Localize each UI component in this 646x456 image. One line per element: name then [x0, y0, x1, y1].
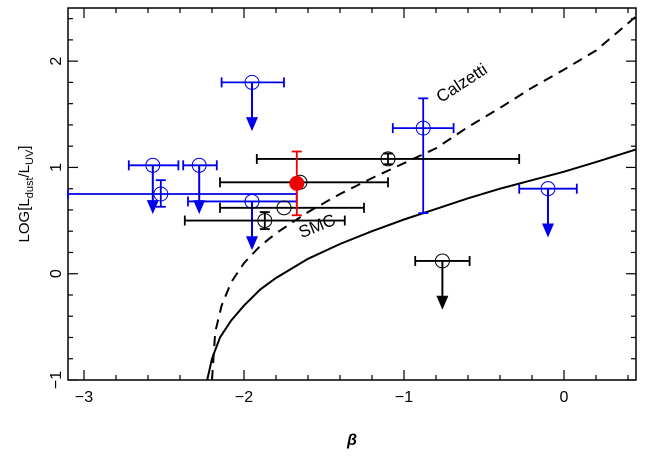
marker	[276, 200, 292, 216]
curve-annotations: Calzetti SMC	[296, 60, 491, 242]
marker	[257, 213, 273, 229]
arrow-head	[246, 236, 258, 251]
arrow-head	[146, 200, 159, 215]
data-point	[183, 211, 346, 230]
marker	[145, 157, 161, 173]
curve-label: Calzetti	[433, 60, 491, 107]
arrow-head	[193, 200, 206, 215]
curve-smc	[206, 148, 637, 381]
data-point	[414, 253, 471, 310]
data-point	[220, 74, 285, 132]
arrow-head	[542, 223, 554, 238]
marker	[191, 157, 207, 173]
x-tick-label: −2	[235, 389, 253, 406]
marker	[415, 120, 431, 136]
y-tick-label: 0	[48, 269, 65, 278]
y-tick-label: 2	[48, 57, 65, 66]
data-point	[127, 157, 180, 215]
marker	[434, 253, 450, 269]
y-axis-label: LOG[Ldust/LUV]	[16, 146, 36, 243]
data-point	[219, 200, 365, 216]
y-tick-label: −1	[48, 371, 65, 389]
data-point	[187, 193, 298, 251]
curve-calzetti	[211, 15, 637, 381]
y-tick-label: 1	[48, 163, 65, 172]
x-tick-label: −1	[395, 389, 413, 406]
x-tick-label: −3	[75, 389, 93, 406]
data-point	[391, 97, 455, 215]
marker	[244, 74, 260, 90]
marker	[289, 175, 305, 191]
data-point	[289, 150, 305, 217]
data-point	[182, 157, 218, 215]
model-curves	[206, 15, 637, 381]
x-tick-label: 0	[560, 389, 569, 406]
data-point	[255, 151, 521, 167]
data-point	[518, 181, 578, 238]
marker	[153, 186, 169, 202]
arrow-head	[246, 117, 258, 132]
curve-label: SMC	[296, 210, 338, 242]
arrow-head	[436, 295, 449, 310]
marker	[540, 181, 556, 197]
axis-ticks: −3 −2 −1 0 −1 0 1 2	[48, 8, 636, 406]
data-points	[67, 74, 578, 310]
marker	[380, 151, 396, 167]
x-axis-label: β	[346, 432, 357, 449]
data-point	[67, 179, 298, 208]
